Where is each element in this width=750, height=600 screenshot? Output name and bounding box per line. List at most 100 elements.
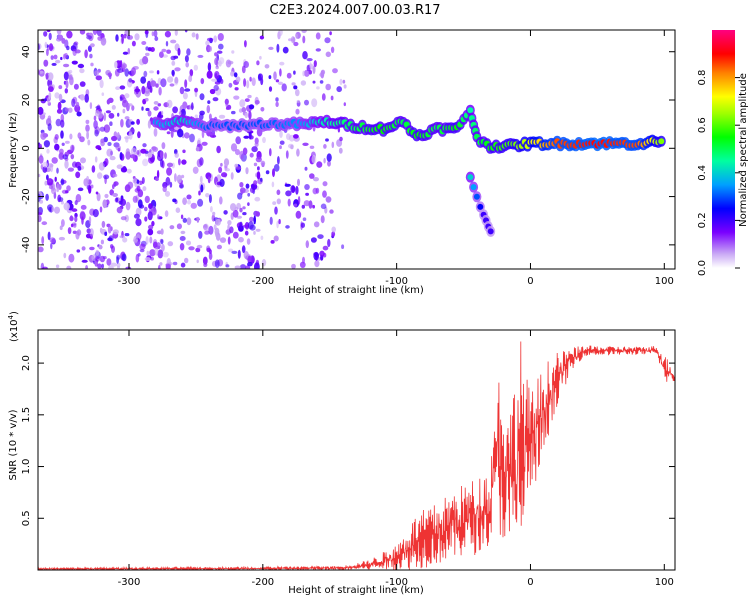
speckle-mark [169, 225, 175, 230]
speckle-mark [232, 209, 239, 218]
speckle-mark [326, 153, 332, 162]
speckle-mark [70, 223, 74, 228]
speckle-mark [39, 199, 44, 204]
speckle-mark [230, 143, 238, 152]
speckle-mark [72, 223, 77, 228]
speckle-mark [287, 198, 291, 207]
speckle-mark [233, 95, 240, 100]
speckle-mark [58, 85, 63, 90]
speckle-mark [186, 194, 192, 200]
speckle-mark [295, 33, 298, 39]
speckle-mark [47, 72, 54, 81]
speckle-mark [225, 106, 230, 110]
speckle-mark [198, 230, 203, 239]
ridge-core [467, 174, 474, 181]
speckle-mark [188, 74, 193, 83]
speckle-mark [192, 166, 199, 174]
speckle-mark [116, 256, 119, 264]
speckle-mark [209, 88, 216, 95]
speckle-mark [176, 174, 182, 184]
colorbar-ticks: 0.0 0.2 0.4 0.6 0.8 [697, 70, 740, 276]
speckle-mark [253, 180, 258, 186]
speckle-mark [64, 160, 69, 169]
speckle-mark [221, 172, 228, 178]
speckle-mark [81, 246, 86, 251]
speckle-mark [66, 30, 73, 39]
speckle-mark [45, 73, 49, 80]
speckle-mark [81, 259, 88, 263]
y-tick-label: 0 [21, 145, 32, 151]
speckle-mark [188, 246, 195, 251]
speckle-mark [343, 84, 347, 89]
speckle-mark [104, 158, 109, 166]
speckle-mark [244, 98, 250, 102]
speckle-mark [67, 167, 74, 172]
bottom-x-axis: -300 -200 -100 0 100 [118, 330, 674, 588]
speckle-mark [331, 231, 336, 237]
speckle-mark [129, 128, 136, 133]
speckle-mark [295, 89, 300, 97]
speckle-mark [157, 214, 160, 220]
speckle-mark [247, 94, 252, 99]
speckle-mark [117, 265, 120, 269]
speckle-mark [206, 70, 213, 79]
speckle-mark [137, 253, 141, 257]
speckle-mark [71, 208, 78, 212]
speckle-mark [229, 226, 234, 234]
speckle-mark [139, 243, 146, 250]
speckle-mark [292, 37, 296, 43]
speckle-mark [248, 104, 255, 110]
speckle-mark [134, 33, 140, 41]
speckle-mark [341, 244, 345, 249]
speckle-mark [64, 52, 68, 59]
speckle-mark [338, 147, 343, 154]
speckle-mark [155, 83, 159, 88]
speckle-mark [38, 143, 43, 149]
speckle-mark [213, 35, 218, 43]
speckle-mark [121, 63, 127, 69]
speckle-mark [120, 118, 124, 128]
speckle-mark [206, 105, 211, 114]
speckle-mark [203, 224, 208, 228]
speckle-mark [231, 50, 235, 54]
speckle-mark [111, 105, 116, 110]
speckle-mark [282, 46, 289, 54]
speckle-mark [268, 46, 274, 51]
speckle-mark [141, 177, 145, 184]
speckle-mark [101, 220, 106, 228]
speckle-mark [260, 235, 264, 240]
speckle-mark [122, 51, 129, 55]
speckle-mark [199, 93, 205, 101]
speckle-mark [225, 59, 232, 68]
speckle-mark [131, 67, 136, 76]
speckle-mark [124, 93, 130, 99]
speckle-mark [187, 199, 191, 205]
speckle-mark [182, 217, 187, 223]
speckle-mark [137, 199, 143, 209]
speckle-mark [38, 212, 43, 216]
speckle-mark [279, 61, 285, 66]
speckle-mark [116, 164, 123, 169]
speckle-mark [302, 256, 305, 264]
speckle-mark [38, 173, 41, 178]
speckle-mark [158, 86, 162, 96]
speckle-mark [256, 60, 260, 66]
speckle-mark [181, 159, 187, 165]
colorbar-tick-label: 0.2 [697, 212, 708, 228]
speckle-mark [140, 148, 147, 154]
top-y-axis-label: Frequency (Hz) [8, 112, 19, 188]
speckle-mark [239, 187, 246, 194]
speckle-mark [103, 136, 108, 143]
speckle-mark [149, 70, 154, 74]
speckle-mark [172, 261, 178, 266]
speckle-mark [133, 235, 138, 244]
speckle-mark [131, 40, 136, 47]
speckle-mark [169, 181, 173, 188]
speckle-mark [69, 215, 73, 221]
speckle-mark [91, 165, 96, 173]
speckle-mark [293, 70, 296, 75]
speckle-mark [49, 163, 54, 173]
speckle-mark [336, 86, 343, 93]
speckle-mark [286, 72, 292, 79]
speckle-mark [254, 142, 259, 147]
